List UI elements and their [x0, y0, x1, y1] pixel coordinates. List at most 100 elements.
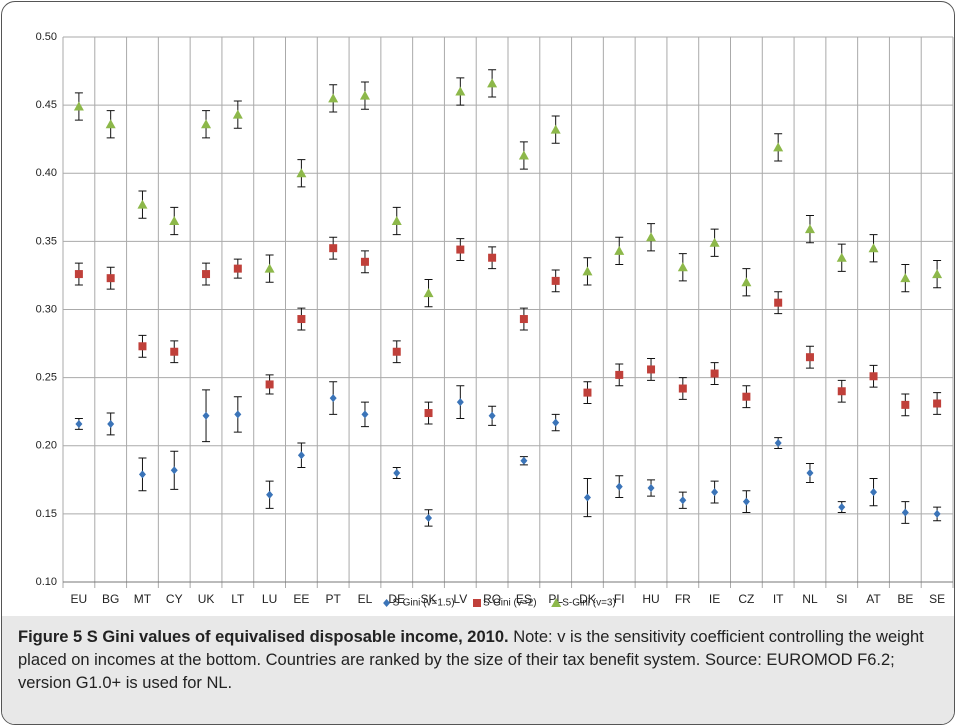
data-point: [518, 150, 529, 160]
data-point: [73, 101, 84, 111]
data-point: [456, 245, 465, 254]
x-tick-label: BE: [897, 592, 913, 606]
data-point: [488, 253, 497, 262]
data-point: [742, 497, 750, 506]
data-point: [774, 298, 783, 307]
data-point: [201, 119, 212, 129]
x-tick-label: BG: [102, 592, 119, 606]
y-tick-label: 0.40: [36, 167, 57, 179]
x-tick-label: ES: [516, 592, 532, 606]
data-point: [774, 439, 782, 448]
data-point: [424, 409, 433, 418]
x-tick-label: UK: [198, 592, 215, 606]
data-point: [392, 347, 401, 356]
legend-label: S-Gini (v=3): [562, 598, 616, 609]
data-point: [646, 232, 657, 242]
data-point: [391, 215, 402, 225]
x-tick-label: SK: [421, 592, 437, 606]
x-tick-label: SI: [836, 592, 847, 606]
y-tick-label: 0.50: [36, 31, 57, 43]
data-point: [232, 109, 243, 119]
data-point: [106, 274, 115, 283]
data-point: [487, 78, 498, 88]
data-point: [328, 93, 339, 103]
data-point: [234, 410, 242, 419]
data-point: [838, 503, 846, 512]
data-point: [805, 353, 814, 362]
data-point: [582, 266, 593, 276]
x-tick-label: SE: [929, 592, 945, 606]
data-point: [297, 315, 306, 324]
x-tick-label: MT: [134, 592, 152, 606]
y-tick-label: 0.15: [36, 508, 57, 520]
data-point: [741, 277, 752, 287]
y-tick-label: 0.10: [36, 576, 57, 588]
data-point: [678, 384, 687, 393]
data-point: [901, 508, 909, 517]
x-tick-label: DK: [579, 592, 596, 606]
caption-note: Note: v is the sensitivity coefficient c…: [18, 628, 924, 692]
data-point: [869, 372, 878, 381]
data-point: [329, 244, 338, 253]
chart: 0.10 0.15 0.20 0.25 0.30 0.35 0.40 0.45 0.50 EU BG…: [36, 31, 954, 609]
data-point: [393, 469, 401, 477]
data-point: [901, 400, 910, 409]
data-point: [361, 410, 369, 419]
x-tick-label: IE: [709, 592, 720, 606]
data-point: [742, 392, 751, 401]
data-point: [933, 509, 941, 518]
y-tick-label: 0.25: [36, 372, 57, 384]
x-tick-label: LV: [453, 592, 467, 606]
data-point: [202, 411, 210, 420]
data-point: [202, 270, 211, 279]
legend-label: S-Gini (v=1.5): [393, 598, 455, 609]
data-point: [329, 394, 337, 403]
data-point: [550, 124, 561, 134]
data-point: [583, 388, 592, 397]
data-point: [804, 224, 815, 234]
x-tick-label: NL: [802, 592, 818, 606]
x-tick-label: IT: [773, 592, 784, 606]
data-point: [359, 90, 370, 100]
data-point: [107, 419, 115, 428]
data-point: [520, 456, 528, 465]
data-point: [360, 257, 369, 266]
data-point: [169, 215, 180, 225]
x-tick-label: LU: [262, 592, 277, 606]
data-point: [455, 86, 466, 96]
x-tick-label: EU: [71, 592, 88, 606]
data-point: [615, 370, 624, 379]
data-point: [933, 399, 942, 408]
data-point: [837, 387, 846, 396]
data-point: [137, 199, 148, 209]
data-point: [264, 263, 275, 273]
data-point: [75, 419, 83, 428]
x-tick-label: PT: [326, 592, 342, 606]
data-point: [709, 237, 720, 247]
data-point: [868, 243, 879, 253]
x-tick-label: DE: [388, 592, 405, 606]
data-point: [677, 262, 688, 272]
data-point: [423, 288, 434, 298]
x-tick-label: LT: [231, 592, 245, 606]
data-point: [265, 380, 274, 389]
y-tick-label: 0.35: [36, 235, 57, 247]
data-point: [583, 493, 591, 502]
y-tick-label: 0.20: [36, 440, 57, 452]
data-point: [138, 342, 147, 351]
legend-label: S-Gini (v=2): [483, 598, 537, 609]
x-tick-label: CY: [166, 592, 183, 606]
x-tick-label: RO: [483, 592, 501, 606]
data-point: [456, 398, 464, 407]
y-tick-label: 0.30: [36, 303, 57, 315]
data-point: [679, 496, 687, 505]
data-point: [836, 252, 847, 262]
data-point: [647, 483, 655, 492]
data-point: [647, 365, 656, 374]
data-point: [551, 276, 560, 285]
data-point: [296, 168, 307, 178]
data-point: [900, 273, 911, 283]
data-point: [711, 488, 719, 497]
data-point: [266, 490, 274, 499]
